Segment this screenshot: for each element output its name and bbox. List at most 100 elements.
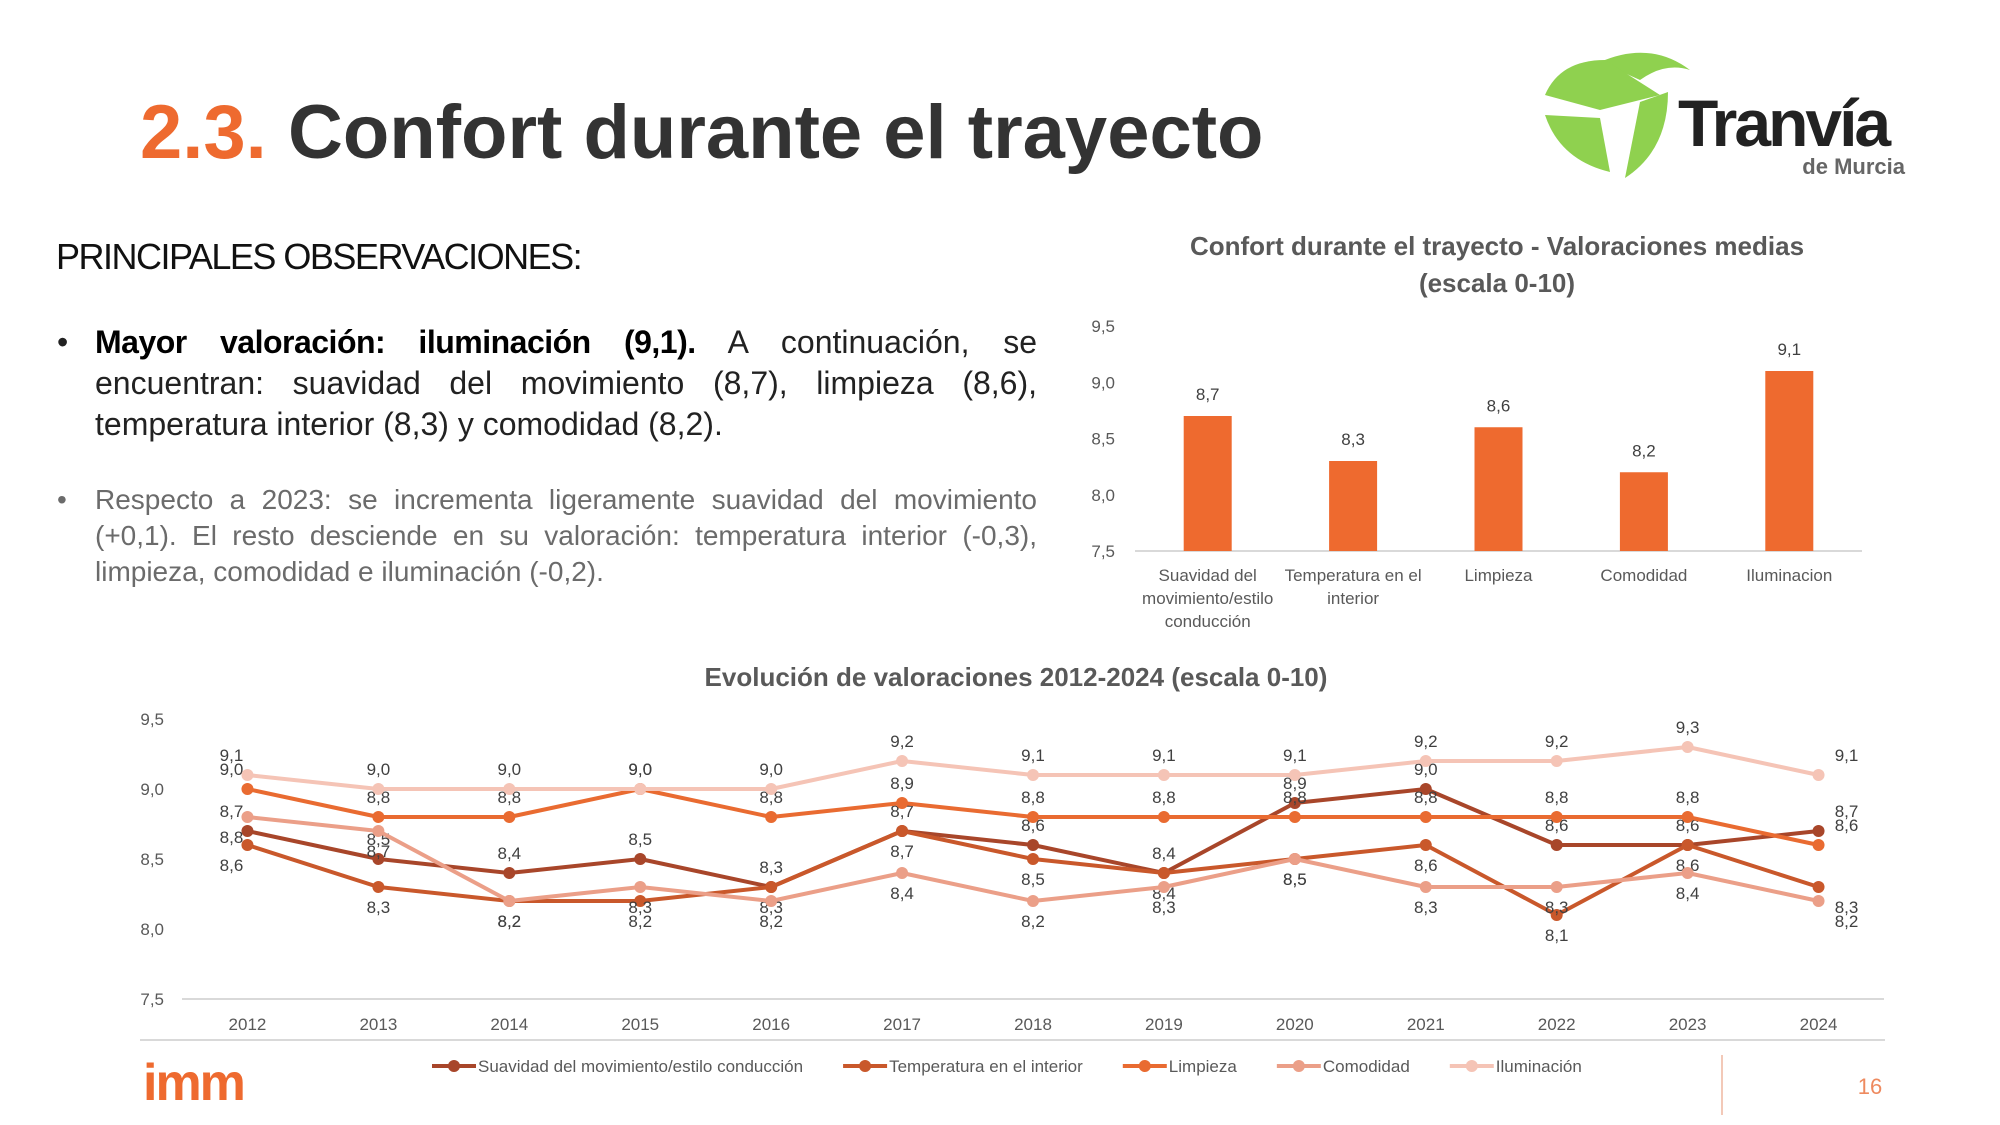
bar [1765,371,1814,551]
series-marker [1027,895,1039,907]
value-label: 9,1 [1152,746,1176,765]
series-marker [1681,811,1694,823]
page-number: 16 [1858,1074,1882,1099]
series-marker [1419,783,1432,795]
value-label: 8,4 [497,844,521,863]
y-tick-label: 9,0 [140,780,164,799]
x-tick-label: 2014 [490,1015,528,1034]
value-label: 9,0 [628,760,652,779]
logo-name: Tranvía [1678,86,1892,160]
value-label: 8,3 [759,858,783,877]
series-marker [1681,867,1694,879]
value-label: 9,1 [220,746,244,765]
x-tick-label: 2021 [1407,1015,1445,1034]
series-marker [372,853,385,865]
value-label: 8,8 [497,788,521,807]
value-label: 8,9 [1283,774,1307,793]
x-tick-label: Iluminacion [1746,566,1832,585]
series-marker [1027,839,1039,851]
x-tick-label: Temperatura en el interior [1285,566,1422,608]
bar [1474,427,1523,551]
series-marker [1550,881,1563,893]
series-marker [634,881,647,893]
series-marker [1419,881,1432,893]
series-marker [896,867,909,879]
chart-title: Confort durante el trayecto - Valoracion… [1190,231,1804,261]
value-label: 8,6 [1676,856,1700,875]
value-label: 8,3 [628,898,652,917]
series-marker [765,881,778,893]
value-label: 8,7 [890,842,914,861]
y-tick-label: 9,5 [1091,317,1115,336]
value-label: 9,1 [1021,746,1045,765]
x-tick-label: Limpieza [1464,566,1533,585]
legend-label: Temperatura en el interior [889,1057,1083,1076]
x-tick-label: 2020 [1276,1015,1314,1034]
value-label: 8,8 [1021,788,1045,807]
bullet-text: A continuación, se encuentran: suavidad … [95,324,1038,442]
value-label: 9,0 [759,760,783,779]
value-label: 8,8 [1152,788,1176,807]
value-label: 8,8 [759,788,783,807]
series-marker [1157,769,1170,781]
value-label: 8,6 [1676,816,1700,835]
value-label: 9,1 [1777,340,1801,359]
series-marker [503,895,516,907]
value-label: 8,2 [1021,912,1045,931]
value-label: 9,2 [890,732,914,751]
value-label: 8,1 [1545,926,1569,945]
series-marker [1419,839,1432,851]
value-label: 8,8 [1283,788,1307,807]
value-label: 8,8 [1414,788,1438,807]
legend-marker [1138,1060,1151,1072]
series-marker [1288,797,1301,809]
series-marker [634,783,647,795]
value-label: 8,6 [1021,816,1045,835]
series-marker [634,895,647,907]
value-label: 9,1 [1283,746,1307,765]
chart-title: Evolución de valoraciones 2012-2024 (esc… [705,662,1328,692]
chart-title: (escala 0-10) [1419,268,1575,298]
value-label: 8,4 [1152,844,1176,863]
series-marker [1419,755,1432,767]
series-marker [1550,811,1563,823]
value-label: 8,2 [759,912,783,931]
value-label: 8,6 [220,856,244,875]
value-label: 8,9 [890,774,914,793]
x-tick-label: 2016 [752,1015,790,1034]
value-label: 9,0 [628,760,652,779]
series-marker [372,881,385,893]
value-label: 8,4 [1676,884,1700,903]
value-label: 9,2 [1414,732,1438,751]
x-tick-label: 2019 [1145,1015,1183,1034]
series-marker [1288,853,1301,865]
series-marker [372,783,385,795]
series-marker [1812,825,1825,837]
series-marker [241,783,254,795]
value-label: 9,0 [1414,760,1438,779]
value-label: 8,6 [1487,396,1511,415]
bullet: Mayor valoración: iluminación (9,1). A c… [57,322,1038,445]
series-marker [372,825,385,837]
value-label: 8,3 [1152,898,1176,917]
series-marker [1812,839,1825,851]
series-marker [1812,881,1825,893]
y-tick-label: 7,5 [1091,542,1115,561]
bullet-text: Respecto a 2023: se incrementa ligeramen… [95,484,1037,587]
value-label: 8,4 [890,884,914,903]
x-tick-label: 2017 [883,1015,921,1034]
bullet: Respecto a 2023: se incrementa ligeramen… [57,482,1037,590]
value-label: 8,8 [1676,788,1700,807]
value-label: 8,3 [1835,898,1859,917]
series-marker [1027,811,1039,823]
series-marker [1157,881,1170,893]
y-tick-label: 8,0 [140,920,164,939]
section-number: 2.3. [140,90,267,175]
bar [1329,461,1378,551]
value-label: 8,7 [890,802,914,821]
x-tick-label: Suavidad del movimiento/estilo conducción [1142,566,1273,631]
y-tick-label: 8,0 [1091,486,1115,505]
x-tick-label: 2015 [621,1015,659,1034]
value-label: 8,5 [1283,870,1307,889]
